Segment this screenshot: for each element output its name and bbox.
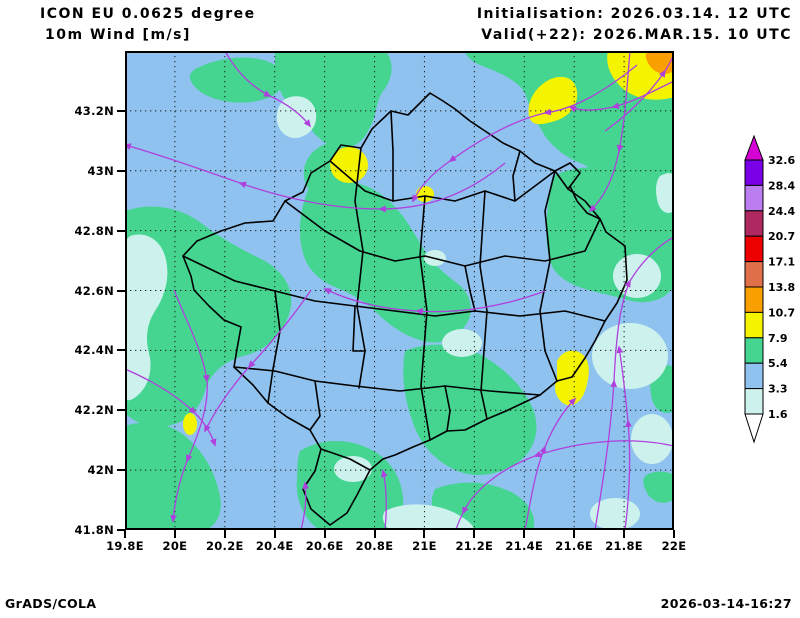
lat-tick-label: 43.2N xyxy=(74,103,114,118)
wind-streamlines xyxy=(125,51,674,530)
lat-tick-mark xyxy=(117,529,125,531)
colorbar-tick-label: 20.7 xyxy=(768,230,795,243)
lon-tick-mark xyxy=(473,530,476,538)
lon-tick-mark xyxy=(273,530,276,538)
lon-tick-mark xyxy=(623,530,626,538)
map-canvas xyxy=(125,51,674,530)
map-plot-area xyxy=(125,51,674,530)
colorbar-legend: 32.6 28.4 24.4 20.7 17.1 13.8 10.7 7.9 5.4 3.3 1.6 xyxy=(740,130,800,460)
parameter-title: 10m Wind [m/s] xyxy=(45,27,191,43)
lat-tick-mark xyxy=(117,109,125,112)
lat-tick-label: 42.6N xyxy=(74,283,114,298)
colorbar-tick-label: 10.7 xyxy=(768,306,795,319)
lon-tick-mark xyxy=(673,530,675,538)
lat-tick-label: 42N xyxy=(87,463,114,478)
lon-tick-label: 20.2E xyxy=(205,539,244,553)
initialisation-time: Initialisation: 2026.03.14. 12 UTC xyxy=(476,6,792,22)
lon-tick-label: 20E xyxy=(162,539,188,553)
lon-tick-mark xyxy=(323,530,326,538)
wind-field-blue-patch xyxy=(418,51,468,98)
lon-tick-label: 21E xyxy=(412,539,437,553)
colorbar-tick-label: 28.4 xyxy=(768,179,795,192)
lon-tick-mark xyxy=(373,530,376,538)
lat-tick-label: 42.8N xyxy=(74,223,114,238)
colorbar-tick-label: 24.4 xyxy=(768,205,795,218)
lon-tick-label: 20.6E xyxy=(305,539,344,553)
lon-tick-label: 21.2E xyxy=(455,539,494,553)
map-frame xyxy=(125,51,674,530)
colorbar-tick-label: 17.1 xyxy=(768,256,795,269)
colorbar-tick-label: 1.6 xyxy=(768,408,788,421)
lon-tick-label: 19.8E xyxy=(106,539,144,553)
lon-tick-mark xyxy=(573,530,576,538)
lon-tick-label: 21.6E xyxy=(555,539,594,553)
colorbar-tick-label: 32.6 xyxy=(768,154,795,167)
grads-credit: GrADS/COLA xyxy=(5,596,97,611)
lat-tick-mark xyxy=(117,229,125,232)
valid-time: Valid(+22): 2026.MAR.15. 10 UTC xyxy=(481,27,792,43)
lat-tick-mark xyxy=(117,289,125,292)
lat-tick-mark xyxy=(117,169,125,172)
lon-tick-label: 20.8E xyxy=(355,539,394,553)
lon-tick-mark xyxy=(124,530,126,538)
lon-tick-mark xyxy=(423,530,426,538)
lat-tick-label: 42.2N xyxy=(74,403,114,418)
lon-tick-label: 21.8E xyxy=(605,539,643,553)
lat-tick-label: 41.8N xyxy=(74,523,114,537)
lon-tick-label: 21.4E xyxy=(505,539,544,553)
lon-tick-mark xyxy=(173,530,176,538)
colorbar-tick-label: 3.3 xyxy=(768,383,788,396)
colorbar-tick-label: 13.8 xyxy=(768,281,795,294)
creation-timestamp: 2026-03-14-16:27 xyxy=(660,596,792,611)
lat-tick-label: 42.4N xyxy=(74,343,114,358)
lon-tick-mark xyxy=(523,530,526,538)
colorbar-tick-label: 7.9 xyxy=(768,332,788,345)
lon-tick-mark xyxy=(223,530,226,538)
lon-tick-label: 22E xyxy=(661,539,687,553)
lat-tick-mark xyxy=(117,349,125,352)
model-title: ICON EU 0.0625 degree xyxy=(40,6,256,22)
lat-tick-mark xyxy=(117,409,125,412)
lon-tick-label: 20.4E xyxy=(255,539,294,553)
lat-tick-mark xyxy=(117,469,125,472)
colorbar-tick-label: 5.4 xyxy=(768,357,788,370)
colorbar: 32.6 28.4 24.4 20.7 17.1 13.8 10.7 7.9 5.4 3.3 1.6 xyxy=(744,134,795,444)
lat-tick-label: 43N xyxy=(87,163,114,178)
